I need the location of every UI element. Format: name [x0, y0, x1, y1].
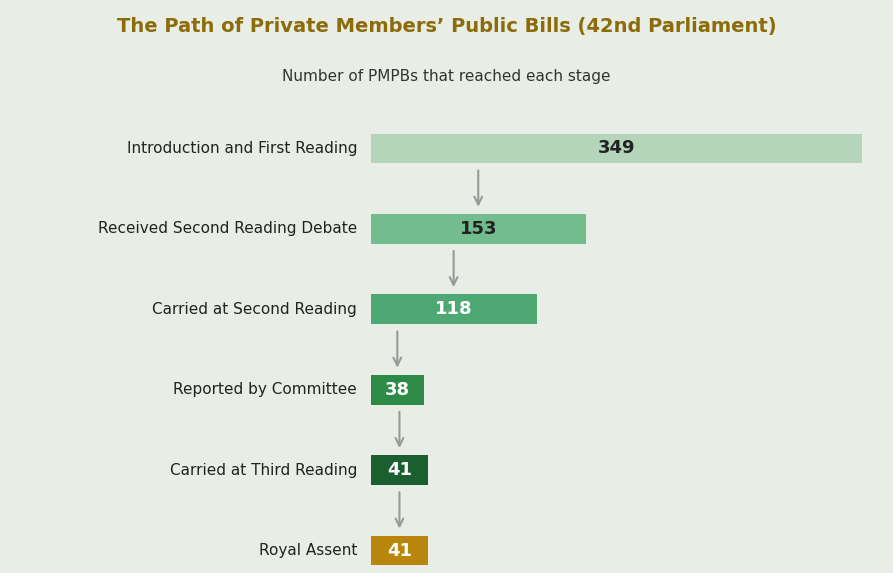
Text: Carried at Third Reading: Carried at Third Reading	[170, 463, 357, 478]
Text: 349: 349	[597, 139, 635, 158]
Text: 41: 41	[387, 461, 412, 479]
Text: Received Second Reading Debate: Received Second Reading Debate	[98, 221, 357, 236]
FancyBboxPatch shape	[371, 295, 537, 324]
Text: Carried at Second Reading: Carried at Second Reading	[153, 302, 357, 317]
FancyBboxPatch shape	[371, 214, 586, 244]
Text: 118: 118	[435, 300, 472, 319]
Text: 153: 153	[460, 220, 497, 238]
FancyBboxPatch shape	[371, 456, 429, 485]
Text: Reported by Committee: Reported by Committee	[173, 382, 357, 397]
Text: Introduction and First Reading: Introduction and First Reading	[127, 141, 357, 156]
Text: Number of PMPBs that reached each stage: Number of PMPBs that reached each stage	[282, 69, 611, 84]
Text: 41: 41	[387, 541, 412, 560]
Text: Royal Assent: Royal Assent	[259, 543, 357, 558]
FancyBboxPatch shape	[371, 375, 424, 405]
Text: 38: 38	[385, 380, 410, 399]
FancyBboxPatch shape	[371, 536, 429, 566]
FancyBboxPatch shape	[371, 134, 862, 163]
Text: The Path of Private Members’ Public Bills (42nd Parliament): The Path of Private Members’ Public Bill…	[117, 17, 776, 36]
